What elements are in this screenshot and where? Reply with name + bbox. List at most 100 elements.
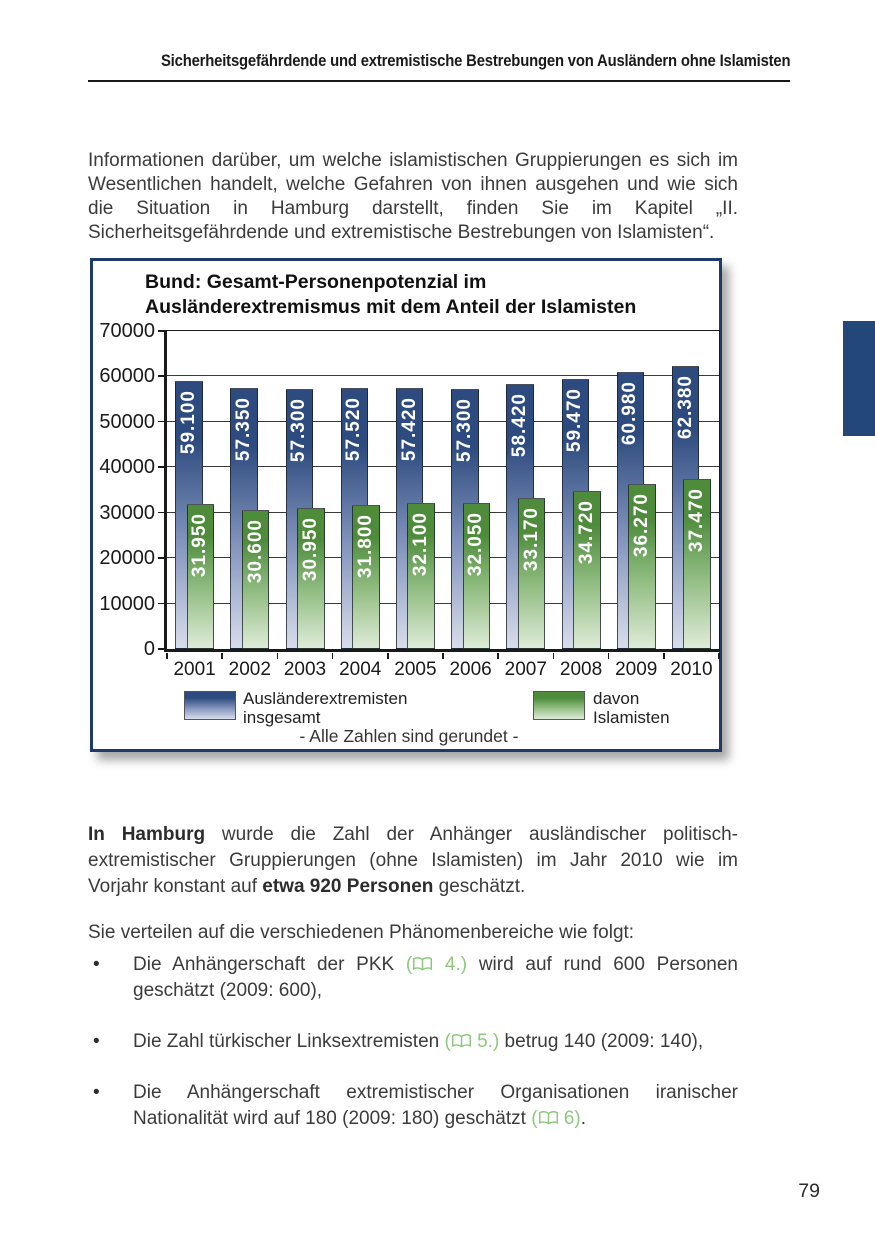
bullet-text: wird auf rund 600 Personen geschätzt (20… [133, 954, 738, 1001]
bar-value-label: 30.950 [299, 517, 321, 582]
bullet-marker: • [93, 1031, 100, 1052]
bullet-list: • Die Anhängerschaft der PKK ( 4.) wird a… [88, 952, 738, 1157]
legend-label-total: Ausländerextremisten insgesamt [243, 689, 408, 727]
gridline [167, 602, 719, 604]
y-axis-tick [158, 511, 164, 514]
bar-islamists-2001: 31.950 [186, 504, 215, 649]
legend-swatch-total [184, 691, 236, 720]
book-icon [538, 1111, 558, 1125]
x-axis-tick [276, 653, 279, 659]
page-number: 79 [798, 1180, 820, 1202]
bar-islamists-2010: 37.470 [683, 479, 711, 649]
x-axis-label: 2007 [504, 659, 547, 680]
y-axis-tick [158, 602, 164, 605]
bullet-marker: • [93, 1082, 100, 1103]
page-header: Sicherheitsgefährdende und extremistisch… [88, 52, 791, 71]
bullet-text: Die Anhängerschaft der PKK [133, 954, 406, 975]
x-axis-tick [331, 653, 334, 659]
header-title: Sicherheitsgefährdende und extremistisch… [160, 52, 791, 70]
chart-title-line1: Bund: Gesamt-Personenpotenzial im [145, 271, 487, 293]
bar-value-label: 62.380 [674, 375, 696, 440]
x-axis-tick [552, 653, 555, 659]
chart-panel: Bund: Gesamt-Personenpotenzial im Auslän… [90, 258, 722, 752]
gridline [167, 511, 719, 513]
bullet-item: • Die Zahl türkischer Linksextremisten ( … [88, 1029, 738, 1055]
y-axis-label: 30000 [99, 501, 155, 524]
y-axis-label: 70000 [99, 320, 155, 342]
bar-islamists-2006: 32.050 [462, 503, 491, 649]
y-axis-tick [158, 557, 164, 559]
bar-value-label: 57.420 [398, 397, 420, 462]
bar-value-label: 60.980 [619, 381, 641, 446]
book-icon [413, 957, 433, 971]
y-axis-tick [158, 648, 164, 650]
y-axis-label: 50000 [99, 410, 155, 433]
bar-islamists-2002: 30.600 [241, 510, 270, 649]
x-axis-tick [221, 653, 223, 659]
bar-value-label: 57.350 [233, 397, 255, 462]
bar-value-label: 31.800 [354, 514, 376, 579]
distribution-paragraph: Sie verteilen auf die verschiedenen Phän… [88, 922, 635, 943]
gridline [167, 557, 719, 559]
x-axis-label: 2003 [283, 659, 327, 680]
x-axis-tick [607, 653, 610, 659]
bullet-text: Die Zahl türkischer Linksextremisten [133, 1031, 445, 1052]
legend-swatch-islamists [533, 691, 585, 720]
bar-value-label: 37.470 [686, 488, 708, 553]
x-axis: 2001 2002 2003 2004 2005 2006 2007 2008 2009 2010 [167, 659, 719, 681]
chapter-tab [843, 321, 875, 436]
header-rule [88, 80, 790, 82]
x-axis-label: 2004 [339, 659, 382, 680]
plot-area: 59.100 31.950 57.350 30.600 57.300 30.950 57.5… [158, 330, 720, 652]
bar-islamists-2005: 32.100 [407, 503, 435, 649]
bullet-text: . [580, 1108, 586, 1129]
gridline [167, 375, 719, 377]
y-axis-tick [158, 466, 164, 468]
chart-title-line2: Ausländerextremismus mit dem Anteil der … [145, 296, 637, 318]
y-axis-tick [158, 375, 164, 377]
reference-link-4[interactable]: ( 4.) [405, 954, 468, 975]
x-axis-label: 2005 [394, 659, 437, 680]
reference-link-5[interactable]: ( 5.) [444, 1031, 500, 1052]
x-axis-label: 2006 [449, 659, 492, 680]
bar-value-label: 59.470 [564, 388, 586, 453]
hamburg-bold: In Hamburg [88, 824, 206, 845]
x-axis-tick [166, 653, 168, 659]
bar-value-label: 33.170 [520, 507, 542, 572]
bar-value-label: 34.720 [575, 500, 597, 565]
book-icon [451, 1034, 471, 1048]
bullet-item: • Die Anhängerschaft extremistischer Orga… [88, 1080, 738, 1132]
bar-value-label: 57.520 [343, 397, 365, 462]
bar-value-label: 30.600 [244, 519, 266, 584]
bar-islamists-2004: 31.800 [352, 505, 380, 649]
gridline [167, 420, 719, 422]
bar-islamists-2009: 36.270 [628, 484, 656, 649]
bullet-text: Die Anhängerschaft extremistischer Organ… [133, 1082, 738, 1129]
reference-link-6[interactable]: ( 6) [531, 1108, 581, 1129]
x-axis-label: 2009 [615, 659, 658, 680]
y-axis-label: 40000 [99, 456, 155, 479]
bar-value-label: 58.420 [509, 393, 531, 458]
bar-islamists-2007: 33.170 [517, 498, 546, 649]
x-axis-tick [387, 653, 389, 659]
bar-value-label: 59.100 [177, 390, 199, 455]
chart-footnote: - Alle Zahlen sind gerundet - [299, 726, 519, 746]
x-axis-label: 2008 [559, 659, 603, 680]
bar-islamists-2008: 34.720 [573, 491, 601, 649]
y-axis-tick [158, 420, 164, 423]
bullet-marker: • [93, 954, 100, 975]
x-axis-tick [718, 653, 720, 659]
x-axis-tick [497, 653, 499, 659]
chart-legend: Ausländerextremisten insgesamt davon Isl… [93, 688, 725, 730]
legend-label-islamists: davon Islamisten [593, 689, 670, 727]
x-axis-label: 2010 [670, 659, 713, 680]
persons-bold: etwa 920 Personen [262, 876, 434, 897]
y-axis-label: 0 [143, 638, 155, 660]
bar-islamists-2003: 30.950 [297, 508, 325, 649]
intro-paragraph: Informationen darüber, um welche islamis… [88, 150, 738, 243]
bar-value-label: 32.050 [465, 512, 487, 577]
bar-value-label: 36.270 [630, 493, 652, 558]
x-axis-label: 2002 [228, 659, 271, 680]
y-axis-tick [158, 330, 164, 332]
